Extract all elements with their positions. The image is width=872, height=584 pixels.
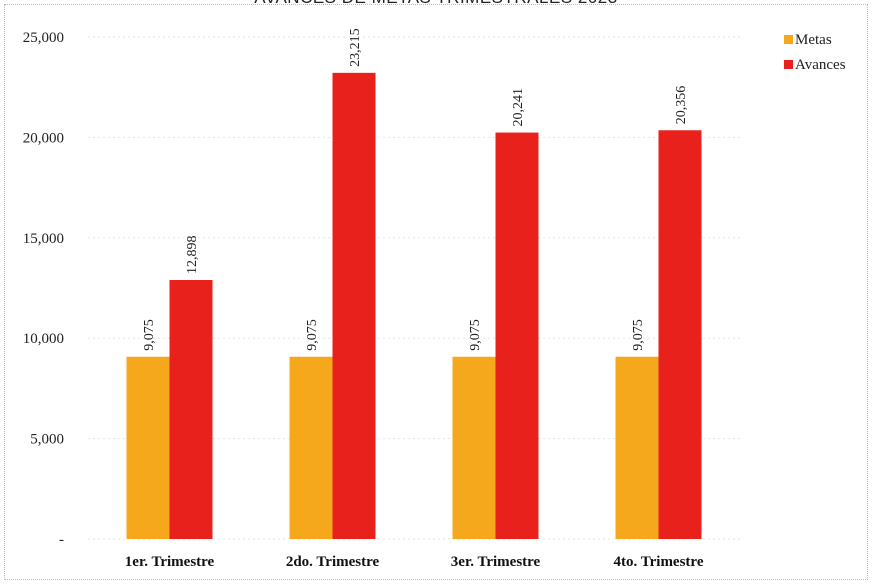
bar-metas	[290, 357, 333, 539]
legend-label: Avances	[795, 57, 846, 73]
category-label: 3er. Trimestre	[451, 554, 541, 570]
bar-avances	[333, 73, 376, 539]
bar-avances	[496, 133, 539, 539]
data-label: 20,241	[511, 88, 526, 127]
y-tick-label: 25,000	[23, 30, 64, 46]
category-label: 2do. Trimestre	[286, 554, 380, 570]
bar-avances	[659, 130, 702, 539]
data-label: 9,075	[631, 319, 646, 351]
legend-swatch-avances	[784, 60, 793, 69]
data-label: 9,075	[142, 319, 157, 351]
bar-metas	[127, 357, 170, 539]
y-tick-label: 5,000	[30, 432, 64, 448]
legend-label: Metas	[795, 32, 832, 48]
legend-swatch-metas	[784, 35, 793, 44]
y-tick-label: 10,000	[23, 331, 64, 347]
y-tick-label: -	[59, 532, 64, 548]
data-label: 20,356	[674, 86, 689, 125]
category-label: 1er. Trimestre	[125, 554, 215, 570]
category-label: 4to. Trimestre	[614, 554, 704, 570]
y-tick-label: 20,000	[23, 130, 64, 146]
bar-metas	[453, 357, 496, 539]
data-label: 9,075	[305, 319, 320, 351]
data-label: 9,075	[468, 319, 483, 351]
data-label: 12,898	[185, 236, 200, 275]
bar-metas	[616, 357, 659, 539]
y-tick-label: 15,000	[23, 231, 64, 247]
bar-avances	[170, 280, 213, 539]
data-label: 23,215	[348, 28, 363, 67]
